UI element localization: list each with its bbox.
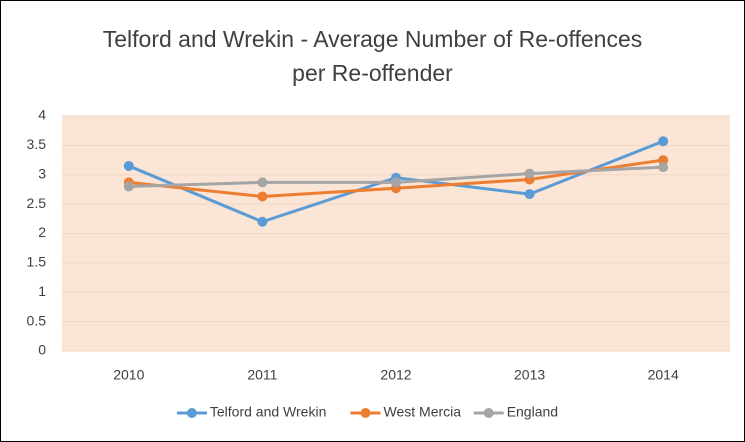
- y-tick-label: 2: [38, 224, 46, 240]
- data-point: [123, 160, 134, 171]
- data-point: [658, 162, 669, 173]
- legend-label: Telford and Wrekin: [210, 404, 326, 420]
- x-tick-label: 2012: [380, 367, 411, 383]
- y-tick-label: 2.5: [27, 195, 47, 211]
- legend-label: England: [507, 404, 558, 420]
- y-tick-label: 3: [38, 165, 46, 181]
- data-point: [123, 181, 134, 192]
- y-tick-label: 0: [38, 342, 46, 358]
- legend-label: West Mercia: [384, 404, 462, 420]
- x-tick-label: 2010: [113, 367, 144, 383]
- x-tick-label: 2011: [247, 367, 277, 383]
- y-tick-label: 0.5: [27, 312, 47, 328]
- data-point: [524, 168, 535, 179]
- legend-marker: [360, 408, 371, 418]
- x-tick-label: 2013: [514, 367, 545, 383]
- data-point: [257, 177, 268, 188]
- y-tick-label: 3.5: [27, 136, 47, 152]
- data-point: [257, 191, 268, 202]
- data-point: [658, 136, 669, 147]
- y-tick-label: 4: [38, 107, 46, 123]
- data-point: [524, 189, 535, 200]
- y-tick-label: 1: [38, 283, 46, 299]
- y-tick-label: 1.5: [27, 254, 47, 270]
- legend-marker: [483, 408, 494, 418]
- data-point: [658, 155, 669, 166]
- data-point: [391, 177, 401, 188]
- chart-title: Telford and Wrekin - Average Number of R…: [102, 26, 643, 86]
- data-point: [257, 216, 268, 227]
- legend-marker: [186, 408, 197, 418]
- x-tick-label: 2014: [648, 367, 679, 383]
